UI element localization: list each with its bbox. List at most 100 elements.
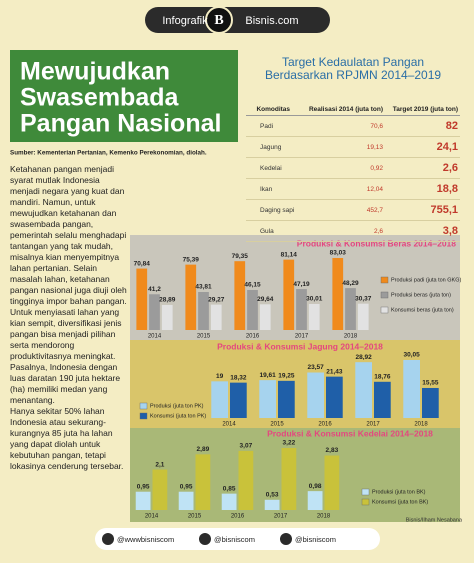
data-label: 0,85 xyxy=(223,485,236,492)
data-label: 19,25 xyxy=(278,373,295,380)
footer-bar xyxy=(95,528,380,550)
table-cell: 24,1 xyxy=(385,136,460,158)
data-label: 18,76 xyxy=(374,374,391,381)
bar xyxy=(211,381,228,418)
bar xyxy=(357,303,369,330)
column-header: Target 2019 (juta ton) xyxy=(385,104,460,116)
bar xyxy=(264,499,280,510)
title-line: Pangan Nasional xyxy=(20,110,221,138)
header-label: Infografik xyxy=(162,15,208,27)
table-cell: 2,6 xyxy=(385,157,460,179)
table: Komoditas Realisasi 2014 (juta ton) Target… xyxy=(246,104,460,242)
bar xyxy=(308,303,320,330)
paragraph: Hanya sekitar 50% lahan Indonesia atau s… xyxy=(10,406,124,471)
column-header: Realisasi 2014 (juta ton) xyxy=(300,104,385,116)
data-label: 19,61 xyxy=(259,372,276,379)
data-label: 47,19 xyxy=(293,281,310,288)
data-label: 29,27 xyxy=(208,296,225,303)
legend-swatch xyxy=(361,498,370,506)
table-cell: 0,92 xyxy=(300,157,385,179)
bar xyxy=(234,261,246,330)
chart-title: Produksi & Konsumsi Beras 2014–2018 xyxy=(297,238,456,248)
data-label: 15,55 xyxy=(422,380,439,387)
data-label: 48,29 xyxy=(342,280,359,287)
data-label: 2,89 xyxy=(197,446,210,453)
table-row: Ikan 12,04 18,8 xyxy=(246,178,460,200)
data-label: 2,83 xyxy=(326,447,339,454)
twitter-icon xyxy=(199,533,211,545)
data-label: 2,1 xyxy=(155,461,164,468)
table-cell: 70,6 xyxy=(300,115,385,137)
data-label: 43,81 xyxy=(195,284,212,291)
data-label: 0,95 xyxy=(180,483,193,490)
table-title: Target Kedaulatan Pangan Berdasarkan RPJ… xyxy=(264,55,442,82)
bar xyxy=(422,387,439,418)
credit: Bisnis/Ilham Nesabana xyxy=(406,517,463,523)
data-label: 18,32 xyxy=(230,374,247,381)
title-line: Swasembada xyxy=(20,84,180,112)
x-tick-label: 2018 xyxy=(344,334,358,340)
column-header: Komoditas xyxy=(246,104,301,116)
data-label: 3,22 xyxy=(283,440,296,447)
legend-swatch xyxy=(139,402,148,410)
data-label: 23,57 xyxy=(307,364,324,371)
paragraph: Ketahanan pangan menjadi syarat mutlak I… xyxy=(10,164,127,306)
x-tick-label: 2014 xyxy=(145,514,159,520)
facebook-icon xyxy=(102,533,114,545)
table-cell: 3,8 xyxy=(385,220,460,242)
x-tick-label: 2017 xyxy=(295,334,309,340)
bar xyxy=(136,268,148,330)
footer-handle: @bisniscom xyxy=(214,535,255,544)
legend-label: Konsumsi (juta ton PK) xyxy=(150,413,206,419)
footer-handle: @wwwbisniscom xyxy=(117,535,174,544)
bar xyxy=(259,380,276,418)
legend-label: Produksi padi (juta ton GKG) xyxy=(391,277,461,283)
table-row: Padi 70,6 82 xyxy=(246,115,460,137)
legend-swatch xyxy=(380,291,389,299)
legend-label: Produksi (juta ton BK) xyxy=(372,489,426,495)
legend-label: Produksi beras (juta ton) xyxy=(391,292,451,298)
x-tick-label: 2017 xyxy=(274,514,288,520)
data-label: 0,53 xyxy=(266,492,279,499)
data-label: 79,35 xyxy=(232,253,249,260)
data-label: 83,03 xyxy=(330,250,347,257)
x-tick-label: 2016 xyxy=(246,334,260,340)
table-cell: 12,04 xyxy=(300,178,385,200)
header-pill xyxy=(145,7,330,33)
source: Sumber: Kementerian Pertanian, Kemenko P… xyxy=(10,150,207,157)
bar xyxy=(332,258,344,330)
header-site: Bisnis.com xyxy=(245,15,298,27)
legend-label: Konsumsi (juta ton BK) xyxy=(372,499,428,505)
table-cell: Ikan xyxy=(246,178,301,200)
bar xyxy=(307,372,324,418)
table-wrap: Komoditas Realisasi 2014 (juta ton) Target… xyxy=(246,104,460,242)
table-cell: 2,6 xyxy=(300,220,385,242)
footer-handle: @bisniscom xyxy=(295,535,336,544)
bar xyxy=(374,381,391,418)
data-label: 41,2 xyxy=(148,286,161,293)
bar xyxy=(135,491,151,510)
legend-swatch xyxy=(380,306,389,314)
data-label: 30,37 xyxy=(355,295,372,302)
legend-swatch xyxy=(139,412,148,420)
data-label: 81,14 xyxy=(281,251,298,258)
bar xyxy=(195,454,211,510)
instagram-icon xyxy=(280,533,292,545)
bar xyxy=(259,304,271,330)
bar xyxy=(326,376,343,418)
logo: B xyxy=(214,13,223,28)
table-cell: 755,1 xyxy=(385,199,460,221)
bar xyxy=(178,491,194,510)
data-label: 0,95 xyxy=(137,483,150,490)
bar xyxy=(247,289,258,330)
data-label: 70,84 xyxy=(134,260,151,267)
table-body: Padi 70,6 82 Jagung 19,13 24,1 Kedelai 0,92 2,6 I… xyxy=(246,115,460,242)
bar xyxy=(278,380,295,418)
table-cell: 82 xyxy=(385,115,460,137)
bar xyxy=(283,259,295,330)
x-tick-label: 2015 xyxy=(270,422,284,428)
data-label: 30,05 xyxy=(403,352,420,359)
data-label: 19 xyxy=(216,373,224,380)
bar xyxy=(355,362,372,418)
